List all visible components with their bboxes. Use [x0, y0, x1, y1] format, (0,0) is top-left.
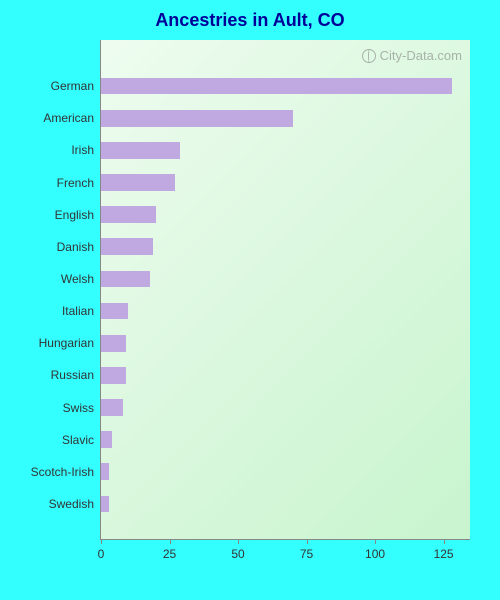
bar-row	[101, 399, 470, 416]
y-axis-label: Scotch-Irish	[20, 463, 94, 481]
y-axis-label: German	[20, 77, 94, 95]
y-axis-label: Slavic	[20, 431, 94, 449]
y-axis-label: Swiss	[20, 399, 94, 417]
x-tick	[307, 539, 308, 544]
watermark-text: City-Data.com	[380, 48, 462, 63]
bar	[101, 431, 112, 448]
x-axis-label: 75	[300, 547, 313, 561]
bar	[101, 367, 126, 384]
y-axis-label: French	[20, 174, 94, 192]
y-axis-label: Danish	[20, 238, 94, 256]
bar-row	[101, 431, 470, 448]
watermark: City-Data.com	[362, 48, 462, 63]
bar	[101, 142, 180, 159]
bar-row	[101, 335, 470, 352]
y-axis-label: Hungarian	[20, 334, 94, 352]
bar	[101, 110, 293, 127]
y-axis-label: Welsh	[20, 270, 94, 288]
x-tick	[238, 539, 239, 544]
bar-row	[101, 206, 470, 223]
bar	[101, 271, 150, 288]
bar-row	[101, 78, 470, 95]
bar	[101, 206, 156, 223]
bar-row	[101, 271, 470, 288]
x-axis-label: 50	[231, 547, 244, 561]
y-axis-label: Swedish	[20, 495, 94, 513]
x-tick	[170, 539, 171, 544]
chart-container: City-Data.com 0255075100125 GermanAmeric…	[20, 40, 480, 580]
y-axis-label: Irish	[20, 141, 94, 159]
bar-row	[101, 496, 470, 513]
bar-row	[101, 174, 470, 191]
bar	[101, 238, 153, 255]
bar	[101, 496, 109, 513]
x-axis-label: 25	[163, 547, 176, 561]
y-axis-label: English	[20, 206, 94, 224]
x-tick	[444, 539, 445, 544]
x-axis-label: 0	[98, 547, 105, 561]
bar	[101, 303, 128, 320]
bar	[101, 335, 126, 352]
x-tick	[375, 539, 376, 544]
bar-row	[101, 238, 470, 255]
plot-area: City-Data.com 0255075100125	[100, 40, 470, 540]
bar-row	[101, 463, 470, 480]
globe-icon	[362, 49, 376, 63]
y-axis-label: Russian	[20, 366, 94, 384]
y-axis-label: American	[20, 109, 94, 127]
x-axis-label: 125	[434, 547, 454, 561]
bar	[101, 399, 123, 416]
bar	[101, 463, 109, 480]
x-tick	[101, 539, 102, 544]
bar-row	[101, 142, 470, 159]
chart-title: Ancestries in Ault, CO	[0, 0, 500, 31]
y-axis-label: Italian	[20, 302, 94, 320]
x-axis-label: 100	[365, 547, 385, 561]
bar-row	[101, 367, 470, 384]
bar	[101, 174, 175, 191]
bar-row	[101, 303, 470, 320]
bar-row	[101, 110, 470, 127]
bar	[101, 78, 452, 95]
